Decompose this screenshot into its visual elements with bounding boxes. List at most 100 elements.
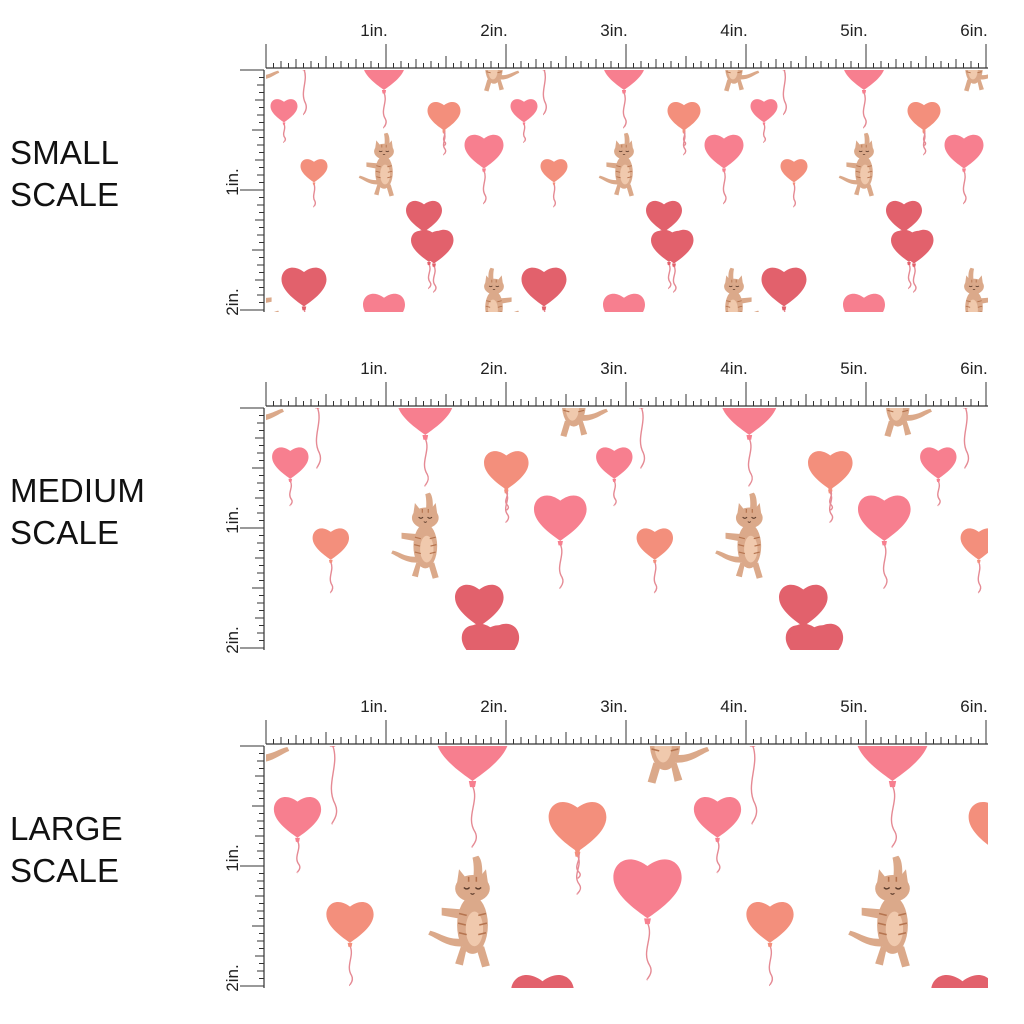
- heart-balloon-icon: [533, 495, 587, 590]
- ruler-label-inch: 3in.: [600, 697, 627, 716]
- ruler-label-inch: 3in.: [600, 359, 627, 378]
- fabric-pattern: [175, 0, 1024, 312]
- ruler-label-inch: 1in.: [360, 697, 387, 716]
- small-scale-swatch: 1in. 2in. 3in. 4in. 5in. 6in. 1in. 2in.: [175, 0, 1024, 316]
- heart-balloon-icon: [142, 338, 195, 384]
- ruler-label-inch: 4in.: [720, 21, 747, 40]
- cat-icon: [266, 408, 284, 421]
- heart-balloon-icon: [639, 408, 646, 469]
- heart-balloon-icon: [162, 453, 203, 511]
- small-scale-label-line1: SMALL: [10, 134, 120, 171]
- large-scale-label-line1: LARGE: [10, 810, 123, 847]
- heart-balloon-icon: [746, 902, 794, 987]
- heart-balloon-icon: [106, 676, 174, 715]
- ruler-label-inch-vertical: 1in.: [223, 844, 242, 871]
- medium-scale-label: MEDIUM SCALE: [10, 470, 145, 554]
- heart-balloon-icon: [749, 746, 758, 825]
- heart-balloon-icon: [415, 0, 454, 52]
- horizontal-ruler: 1in. 2in. 3in. 4in. 5in. 6in.: [265, 359, 988, 407]
- vertical-ruler: 1in. 2in.: [223, 745, 265, 992]
- medium-scale-swatch: 1in. 2in. 3in. 4in. 5in. 6in. 1in. 2in.: [142, 338, 988, 678]
- heart-balloon-icon: [315, 408, 322, 469]
- heart-balloon-icon: [604, 70, 644, 129]
- heart-balloon-icon: [551, 803, 604, 880]
- heart-balloon-icon: [542, 70, 548, 116]
- ruler-label-inch: 4in.: [720, 359, 747, 378]
- heart-balloon-icon: [312, 528, 350, 594]
- small-scale-label: SMALL SCALE: [10, 132, 119, 216]
- heart-balloon-icon: [363, 293, 405, 312]
- heart-balloon-icon: [971, 803, 988, 843]
- heart-balloon-icon: [722, 408, 777, 487]
- vertical-ruler: 1in. 2in.: [223, 69, 265, 316]
- cat-icon: [848, 855, 910, 968]
- ruler-label-inch-vertical: 1in.: [223, 506, 242, 533]
- ruler-label-inch: 5in.: [840, 697, 867, 716]
- large-scale-panel: 1in. 2in. 3in. 4in. 5in. 6in. 1in. 2in.: [0, 676, 1024, 1016]
- heart-balloon-icon: [991, 99, 1018, 142]
- ruler-label-inch: 2in.: [480, 697, 507, 716]
- heart-balloon-icon: [131, 804, 184, 879]
- heart-balloon-icon: [786, 338, 835, 379]
- small-scale-label-line2: SCALE: [10, 176, 120, 213]
- heart-balloon-icon: [780, 159, 808, 208]
- heart-balloon-icon: [364, 70, 404, 129]
- small-scale-panel: 1in. 2in. 3in. 4in. 5in. 6in. 1in. 2in.: [0, 0, 1024, 340]
- ruler-label-inch: 5in.: [840, 21, 867, 40]
- heart-balloon-icon: [844, 70, 884, 129]
- heart-balloon-icon: [326, 902, 374, 987]
- cat-icon: [838, 132, 874, 197]
- medium-scale-panel: 1in. 2in. 3in. 4in. 5in. 6in. 1in. 2in.: [0, 338, 1024, 678]
- heart-balloon-icon: [142, 624, 195, 678]
- medium-scale-label-line2: SCALE: [10, 514, 120, 551]
- ruler-label-inch-vertical: 2in.: [223, 288, 242, 315]
- large-scale-label-line2: SCALE: [10, 852, 120, 889]
- heart-balloon-icon: [790, 338, 843, 384]
- heart-balloon-icon: [175, 0, 214, 52]
- heart-balloon-icon: [281, 267, 327, 312]
- heart-balloon-icon: [175, 230, 214, 292]
- ruler-label-inch-vertical: 2in.: [223, 626, 242, 653]
- horizontal-ruler: 1in. 2in. 3in. 4in. 5in. 6in.: [265, 697, 988, 745]
- cat-icon: [884, 408, 932, 438]
- heart-balloon-icon: [895, 0, 934, 52]
- heart-balloon-icon: [790, 623, 844, 650]
- cat-icon: [598, 132, 634, 197]
- heart-balloon-icon: [520, 676, 583, 708]
- heart-balloon-icon: [613, 859, 682, 981]
- heart-balloon-icon: [963, 408, 970, 469]
- large-scale-swatch: 1in. 2in. 3in. 4in. 5in. 6in. 1in. 2in.: [106, 676, 988, 992]
- ruler-label-inch: 6in.: [960, 21, 987, 40]
- heart-balloon-icon: [526, 676, 594, 715]
- ruler-label-inch: 1in.: [360, 359, 387, 378]
- heart-balloon-icon: [704, 134, 744, 205]
- heart-balloon-icon: [693, 797, 742, 874]
- ruler-label-inch-vertical: 1in.: [223, 168, 242, 195]
- cat-icon: [647, 746, 710, 784]
- ruler-label-inch: 2in.: [480, 21, 507, 40]
- heart-balloon-icon: [960, 528, 988, 594]
- heart-balloon-icon: [193, 859, 261, 979]
- cat-icon: [266, 297, 279, 312]
- ruler-label-inch: 3in.: [600, 21, 627, 40]
- cat-icon: [484, 267, 519, 312]
- heart-balloon-icon: [437, 746, 508, 848]
- ruler-label-inch: 2in.: [480, 359, 507, 378]
- ruler-label-inch: 6in.: [960, 359, 987, 378]
- heart-balloon-icon: [843, 293, 885, 312]
- heart-balloon-icon: [782, 70, 788, 116]
- heart-balloon-icon: [655, 0, 694, 52]
- heart-balloon-icon: [944, 134, 984, 205]
- heart-balloon-icon: [931, 975, 988, 988]
- heart-balloon-icon: [761, 267, 807, 312]
- cat-icon: [391, 492, 439, 579]
- cat-icon: [964, 267, 988, 312]
- vertical-ruler: 1in. 2in.: [223, 407, 265, 654]
- cat-icon: [484, 70, 520, 92]
- cat-icon: [266, 70, 280, 79]
- heart-balloon-icon: [636, 528, 674, 594]
- heart-balloon-icon: [411, 0, 447, 48]
- cat-icon: [724, 70, 760, 92]
- heart-balloon-icon: [1021, 159, 1024, 207]
- ruler-label-inch-vertical: 2in.: [223, 964, 242, 991]
